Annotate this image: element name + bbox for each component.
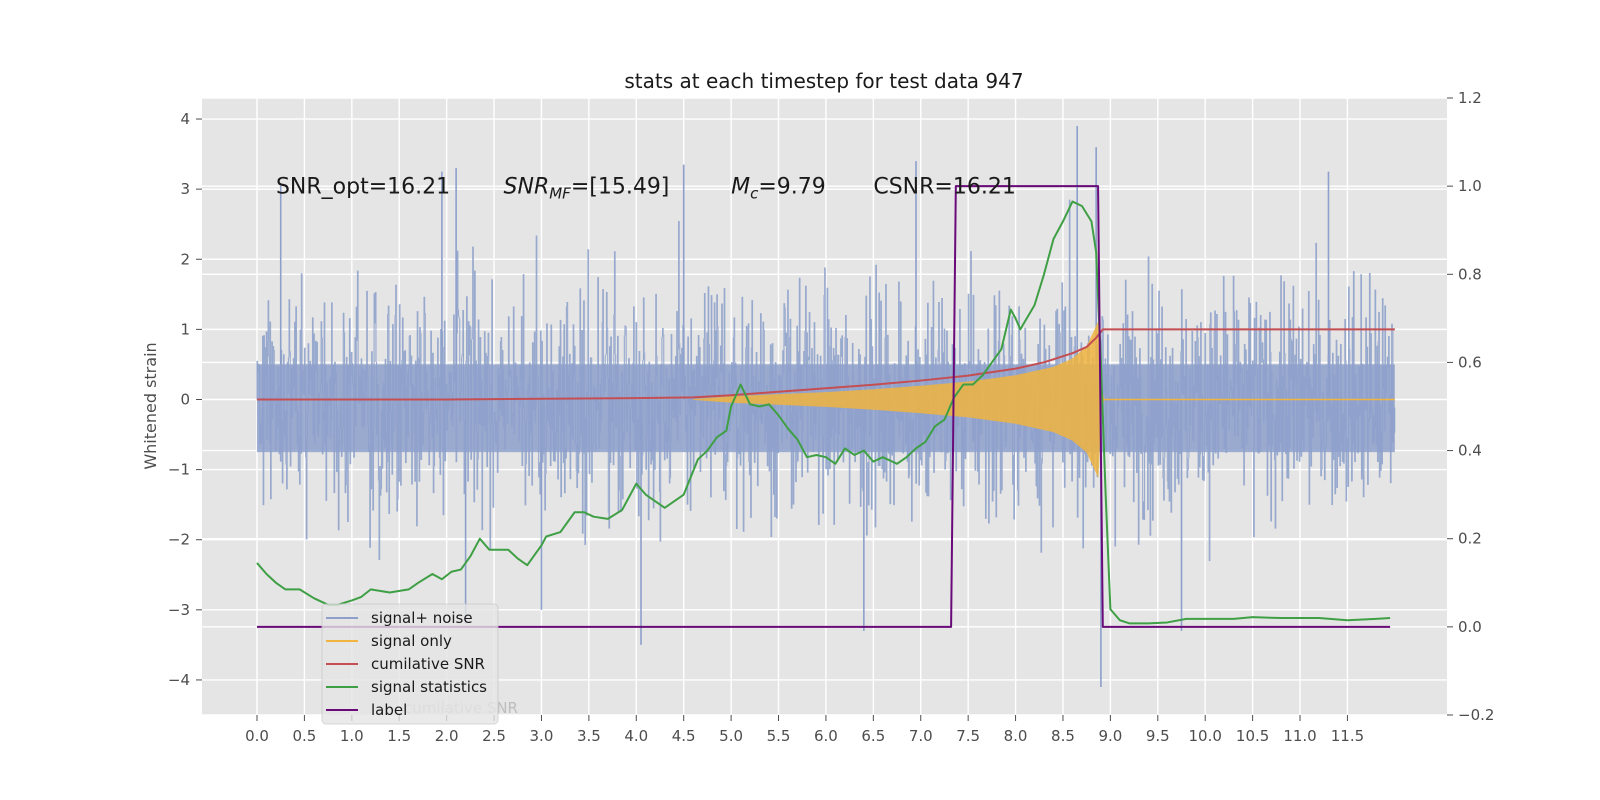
y-right-tick-label: 1.2 <box>1458 89 1482 107</box>
y-right-tick-label: 0.8 <box>1458 265 1482 283</box>
x-tick-label: 9.5 <box>1146 727 1170 745</box>
x-tick-label: 8.0 <box>1004 727 1028 745</box>
annotation: SNRMF=[15.49] <box>504 175 670 203</box>
chart-title: stats at each timestep for test data 947 <box>624 69 1023 93</box>
y-tick-label: 0 <box>180 390 190 408</box>
y-right-tick-label: 0.2 <box>1458 530 1482 548</box>
x-tick-label: 1.5 <box>387 727 411 745</box>
legend-entry: label <box>371 701 407 719</box>
y-tick-label: 2 <box>180 250 190 268</box>
x-tick-label: 11.5 <box>1331 727 1364 745</box>
x-tick-label: 10.5 <box>1236 727 1269 745</box>
y-tick-label: −4 <box>168 671 190 689</box>
x-tick-label: 2.5 <box>482 727 506 745</box>
x-tick-label: 7.0 <box>909 727 933 745</box>
y-right-tick-label: 1.0 <box>1458 177 1482 195</box>
x-tick-label: 6.5 <box>861 727 885 745</box>
y-tick-label: 4 <box>180 110 190 128</box>
signal-statistics-line <box>256 200 1391 625</box>
y-tick-label: 1 <box>180 320 190 338</box>
x-tick-label: 6.0 <box>814 727 838 745</box>
legend-box <box>321 603 499 725</box>
x-tick-label: 0.5 <box>292 727 316 745</box>
y-right-tick-label: 0.0 <box>1458 618 1482 636</box>
x-tick-label: 3.5 <box>577 727 601 745</box>
y-tick-label: 3 <box>180 180 190 198</box>
x-tick-label: 1.0 <box>340 727 364 745</box>
y-axis-right: 1.2 1.0 0.8 0.6 0.4 0.2 0.0 −0.2 <box>1447 89 1494 724</box>
x-axis: 0.0 0.5 1.0 1.5 2.0 2.5 3.0 3.5 4.0 4.5 5.0 5.5 6.0 6… <box>245 715 1364 745</box>
legend-entry: signal statistics <box>371 678 487 696</box>
annotation: Mc=9.79 <box>731 175 826 203</box>
x-tick-label: 11.0 <box>1283 727 1316 745</box>
x-tick-label: 5.0 <box>719 727 743 745</box>
x-tick-label: 7.5 <box>956 727 980 745</box>
annotation: SNR_opt=16.21 <box>276 175 450 200</box>
y-right-tick-label: 0.6 <box>1458 353 1482 371</box>
x-tick-label: 2.0 <box>435 727 459 745</box>
signal-noise-core <box>256 364 1395 453</box>
x-tick-label: 5.5 <box>767 727 791 745</box>
cumilative-snr-line <box>257 328 1395 401</box>
legend-entry: signal only <box>371 632 452 650</box>
legend-entry: signal+ noise <box>371 609 473 627</box>
y-tick-label: −3 <box>168 601 190 619</box>
x-tick-label: 3.0 <box>530 727 554 745</box>
annotations: SNR_opt=16.21 SNRMF=[15.49] Mc=9.79 CSNR=16… <box>276 175 1016 203</box>
x-tick-label: 8.5 <box>1051 727 1075 745</box>
y-right-tick-label: 0.4 <box>1458 442 1482 460</box>
x-tick-label: 0.0 <box>245 727 269 745</box>
y-tick-label: −1 <box>168 461 190 479</box>
x-tick-label: 9.0 <box>1098 727 1122 745</box>
series-lines <box>256 185 1395 628</box>
y-axis-label: Whitened strain <box>141 342 160 469</box>
x-tick-label: 10.0 <box>1189 727 1222 745</box>
x-tick-label: 4.5 <box>672 727 696 745</box>
y-tick-label: −2 <box>168 531 190 549</box>
annotation: CSNR=16.21 <box>873 175 1015 200</box>
x-tick-label: 4.0 <box>624 727 648 745</box>
label-line <box>257 185 1391 628</box>
legend-entry: cumilative SNR <box>371 655 485 673</box>
y-right-tick-label: −0.2 <box>1458 706 1494 724</box>
y-axis-left: 4 3 2 1 0 −1 −2 −3 −4 <box>168 110 202 689</box>
